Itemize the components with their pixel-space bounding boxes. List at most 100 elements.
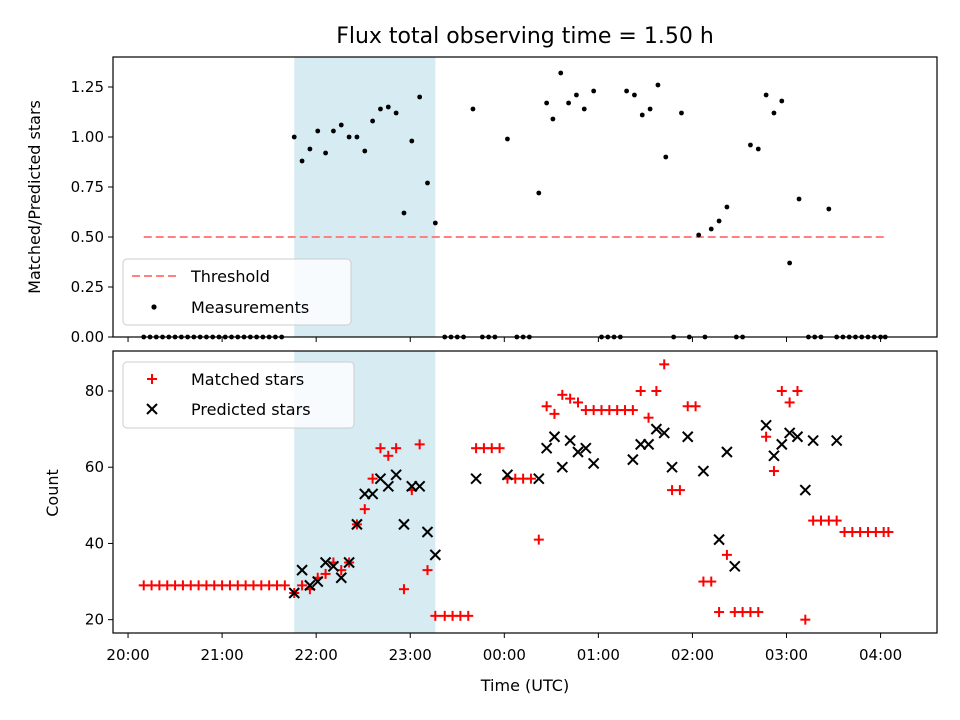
- predicted-star-point: [540, 442, 553, 454]
- predicted-star-point: [413, 480, 426, 492]
- measurement-point: [393, 110, 399, 116]
- bottom-legend: Matched stars Predicted stars: [122, 361, 355, 429]
- measurement-point: [307, 146, 313, 152]
- matched-star-point: [651, 386, 662, 397]
- matched-star-point: [414, 439, 425, 450]
- predicted-star-point: [564, 434, 576, 447]
- matched-star-point: [572, 397, 583, 408]
- matched-star-point: [659, 359, 670, 370]
- top-legend: Threshold Measurements: [122, 258, 352, 326]
- measurement-point: [826, 206, 832, 212]
- legend-measurements-swatch: [151, 304, 157, 310]
- measurement-point: [796, 196, 802, 202]
- predicted-star-point: [335, 572, 347, 584]
- matched-star-point: [831, 515, 842, 526]
- x-tick-label: 01:00: [577, 646, 620, 664]
- measurement-point: [544, 100, 550, 106]
- matched-star-point: [627, 405, 638, 416]
- matched-star-point: [565, 393, 576, 404]
- measurement-point: [655, 82, 661, 88]
- predicted-star-point: [548, 431, 561, 443]
- predicted-star-point: [556, 461, 569, 473]
- matched-star-point: [375, 443, 386, 454]
- predicted-star-point: [587, 457, 600, 470]
- predicted-star-point: [312, 575, 324, 588]
- measurement-points: [141, 70, 888, 340]
- chart-title: Flux total observing time = 1.50 h: [336, 24, 714, 49]
- predicted-star-point: [501, 469, 514, 481]
- measurement-point: [346, 134, 352, 140]
- measurement-point: [315, 128, 321, 134]
- predicted-star-point: [421, 526, 434, 538]
- x-tick-label: 22:00: [295, 646, 338, 664]
- legend-predicted-label: Predicted stars: [191, 400, 311, 419]
- measurement-point: [370, 118, 376, 124]
- predicted-star-point: [658, 427, 670, 439]
- predicted-star-point: [760, 419, 772, 432]
- predicted-stars-points: [288, 419, 843, 599]
- measurement-point: [696, 232, 702, 238]
- measurement-point: [291, 134, 297, 140]
- predicted-star-point: [830, 434, 843, 447]
- measurement-point: [748, 142, 753, 148]
- matched-star-point: [674, 485, 685, 496]
- legend-predicted-swatch: [146, 403, 158, 415]
- measurement-point: [354, 134, 360, 140]
- x-tick-label: 03:00: [765, 646, 808, 664]
- bottom-y-tick-label: 60: [85, 458, 104, 476]
- legend-measurements-label: Measurements: [191, 298, 309, 317]
- measurement-point: [470, 106, 476, 112]
- x-tick-label: 00:00: [483, 646, 526, 664]
- top-y-ticks: 0.00 0.25 0.50 0.75 1.00 1.25: [71, 78, 113, 346]
- predicted-star-point: [721, 446, 733, 458]
- legend-matched-swatch: [147, 374, 157, 384]
- matched-star-point: [635, 386, 646, 397]
- matched-star-point: [784, 397, 795, 408]
- measurement-point: [632, 92, 637, 98]
- bottom-y-tick-label: 40: [85, 534, 104, 552]
- predicted-star-point: [572, 446, 584, 458]
- measurement-point: [378, 106, 383, 112]
- bottom-legend-box: [122, 361, 355, 429]
- matched-star-point: [422, 565, 433, 576]
- measurement-point: [505, 136, 510, 142]
- predicted-star-point: [319, 556, 332, 569]
- count-panel: 20:00 21:00 22:00 23:00 00:00 01:00 02:00 03:00…: [43, 350, 938, 695]
- top-axes-frame: [112, 56, 938, 338]
- bottom-y-axis-label: Count: [43, 469, 62, 517]
- measurement-point: [331, 128, 336, 134]
- measurement-point: [409, 138, 415, 144]
- predicted-star-point: [783, 427, 796, 439]
- matched-star-point: [533, 534, 544, 545]
- predicted-star-point: [666, 461, 678, 473]
- legend-matched-label: Matched stars: [191, 370, 304, 389]
- predicted-star-point: [627, 453, 639, 466]
- bottom-y-ticks: 20 40 60 80: [85, 382, 113, 629]
- matched-star-point: [643, 412, 654, 423]
- predicted-star-point: [791, 431, 804, 443]
- predicted-star-point: [470, 472, 482, 485]
- matched-star-point: [883, 527, 894, 538]
- matched-star-point: [367, 473, 378, 484]
- predicted-star-point: [682, 431, 694, 443]
- measurement-point: [663, 154, 669, 160]
- ratio-panel: 0.00 0.25 0.50 0.75 1.00 1.25 Flux total obse…: [25, 24, 938, 346]
- x-tick-label: 21:00: [200, 646, 243, 664]
- measurement-point: [385, 104, 391, 110]
- matched-star-point: [320, 568, 331, 579]
- predicted-star-point: [768, 450, 780, 462]
- bottom-y-tick-label: 80: [85, 382, 104, 400]
- x-tick-label: 04:00: [859, 646, 902, 664]
- matched-star-point: [525, 473, 536, 484]
- bottom-axes-frame: [112, 350, 938, 634]
- measurement-point: [771, 110, 777, 116]
- measurement-point: [763, 92, 769, 98]
- matched-star-point: [279, 580, 290, 591]
- matched-star-point: [768, 466, 779, 477]
- matched-star-point: [761, 431, 772, 442]
- predicted-star-point: [799, 484, 812, 496]
- matched-star-point: [383, 450, 394, 461]
- matched-star-point: [359, 504, 370, 515]
- matched-star-point: [391, 443, 402, 454]
